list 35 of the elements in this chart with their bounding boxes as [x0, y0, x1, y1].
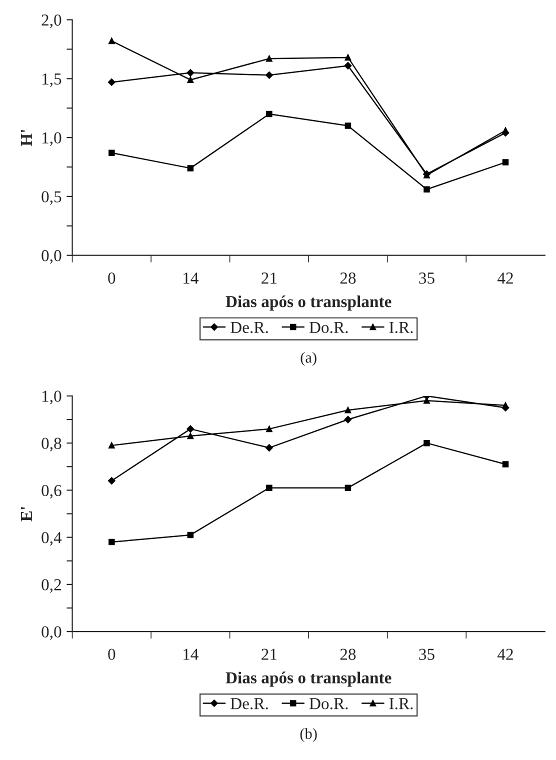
x-tick-label: 35: [419, 648, 434, 660]
x-axis-title: Dias após o transplante: [226, 295, 392, 311]
legend-label: I.R.: [389, 698, 413, 710]
text: (b): [300, 728, 317, 742]
x-tick-label: 21: [262, 648, 277, 660]
y-tick-label: 0,8: [42, 438, 62, 452]
legend-label: Do.R.: [309, 322, 348, 334]
y-axis-title: H': [21, 130, 32, 146]
y-tick-label: 0,6: [42, 484, 62, 499]
y-tick-label: 0,4: [42, 532, 62, 546]
x-tick-label: 42: [497, 648, 513, 660]
y-tick-label: 1,0: [42, 390, 62, 404]
x-axis-title: Dias após o transplante: [226, 672, 392, 687]
legend-label: De.R.: [230, 322, 268, 334]
y-tick-label: 2,0: [42, 14, 62, 28]
x-tick-label: 14: [184, 272, 199, 284]
y-axis-title: E': [21, 507, 32, 522]
y-tick-label: 0,5: [42, 191, 62, 205]
x-tick-label: 0: [108, 648, 116, 660]
x-tick-label: 0: [108, 272, 116, 284]
y-tick-label: 0,0: [42, 250, 62, 264]
y-tick-label: 0,0: [42, 626, 62, 640]
x-tick-label: 21: [262, 272, 277, 284]
x-tick-label: 28: [340, 272, 356, 284]
legend-label: De.R.: [230, 698, 268, 710]
y-tick-label: 1,5: [42, 73, 62, 88]
text: (a): [300, 352, 316, 366]
x-tick-label: 35: [419, 272, 434, 284]
x-tick-label: 14: [184, 648, 199, 660]
x-tick-label: 28: [340, 648, 356, 660]
y-tick-label: 0,2: [42, 579, 61, 593]
legend-label: I.R.: [389, 322, 413, 334]
y-tick-label: 1,0: [42, 132, 62, 146]
legend-label: Do.R.: [309, 698, 348, 710]
x-tick-label: 42: [497, 272, 513, 284]
